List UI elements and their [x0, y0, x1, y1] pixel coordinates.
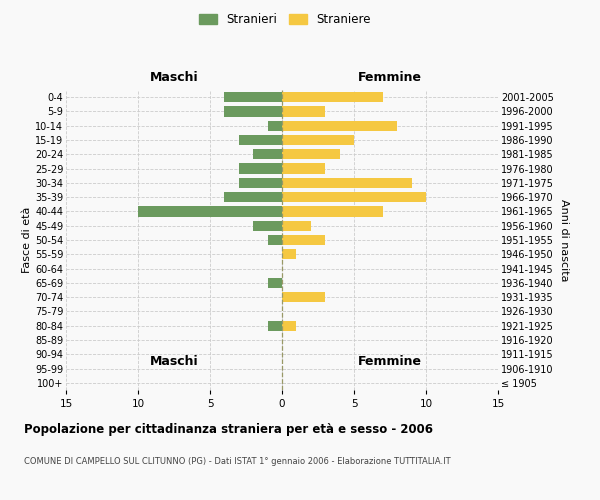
- Bar: [282, 320, 296, 331]
- Bar: [224, 92, 282, 102]
- Text: COMUNE DI CAMPELLO SUL CLITUNNO (PG) - Dati ISTAT 1° gennaio 2006 - Elaborazione: COMUNE DI CAMPELLO SUL CLITUNNO (PG) - D…: [24, 458, 451, 466]
- Bar: [282, 292, 325, 302]
- Bar: [282, 149, 340, 160]
- Text: Femmine: Femmine: [358, 71, 422, 84]
- Bar: [282, 192, 426, 202]
- Bar: [224, 192, 282, 202]
- Text: Femmine: Femmine: [358, 356, 422, 368]
- Bar: [282, 249, 296, 260]
- Text: Maschi: Maschi: [149, 71, 199, 84]
- Legend: Stranieri, Straniere: Stranieri, Straniere: [194, 8, 376, 31]
- Bar: [268, 120, 282, 131]
- Bar: [282, 178, 412, 188]
- Bar: [282, 206, 383, 216]
- Y-axis label: Anni di nascita: Anni di nascita: [559, 198, 569, 281]
- Text: Popolazione per cittadinanza straniera per età e sesso - 2006: Popolazione per cittadinanza straniera p…: [24, 422, 433, 436]
- Bar: [282, 106, 325, 117]
- Text: Maschi: Maschi: [149, 356, 199, 368]
- Bar: [282, 235, 325, 245]
- Bar: [282, 164, 325, 173]
- Bar: [282, 135, 354, 145]
- Bar: [282, 120, 397, 131]
- Y-axis label: Fasce di età: Fasce di età: [22, 207, 32, 273]
- Bar: [268, 320, 282, 331]
- Bar: [239, 135, 282, 145]
- Bar: [282, 92, 383, 102]
- Bar: [224, 106, 282, 117]
- Bar: [253, 149, 282, 160]
- Bar: [239, 178, 282, 188]
- Bar: [268, 235, 282, 245]
- Bar: [138, 206, 282, 216]
- Bar: [253, 220, 282, 231]
- Bar: [268, 278, 282, 288]
- Bar: [239, 164, 282, 173]
- Bar: [282, 220, 311, 231]
